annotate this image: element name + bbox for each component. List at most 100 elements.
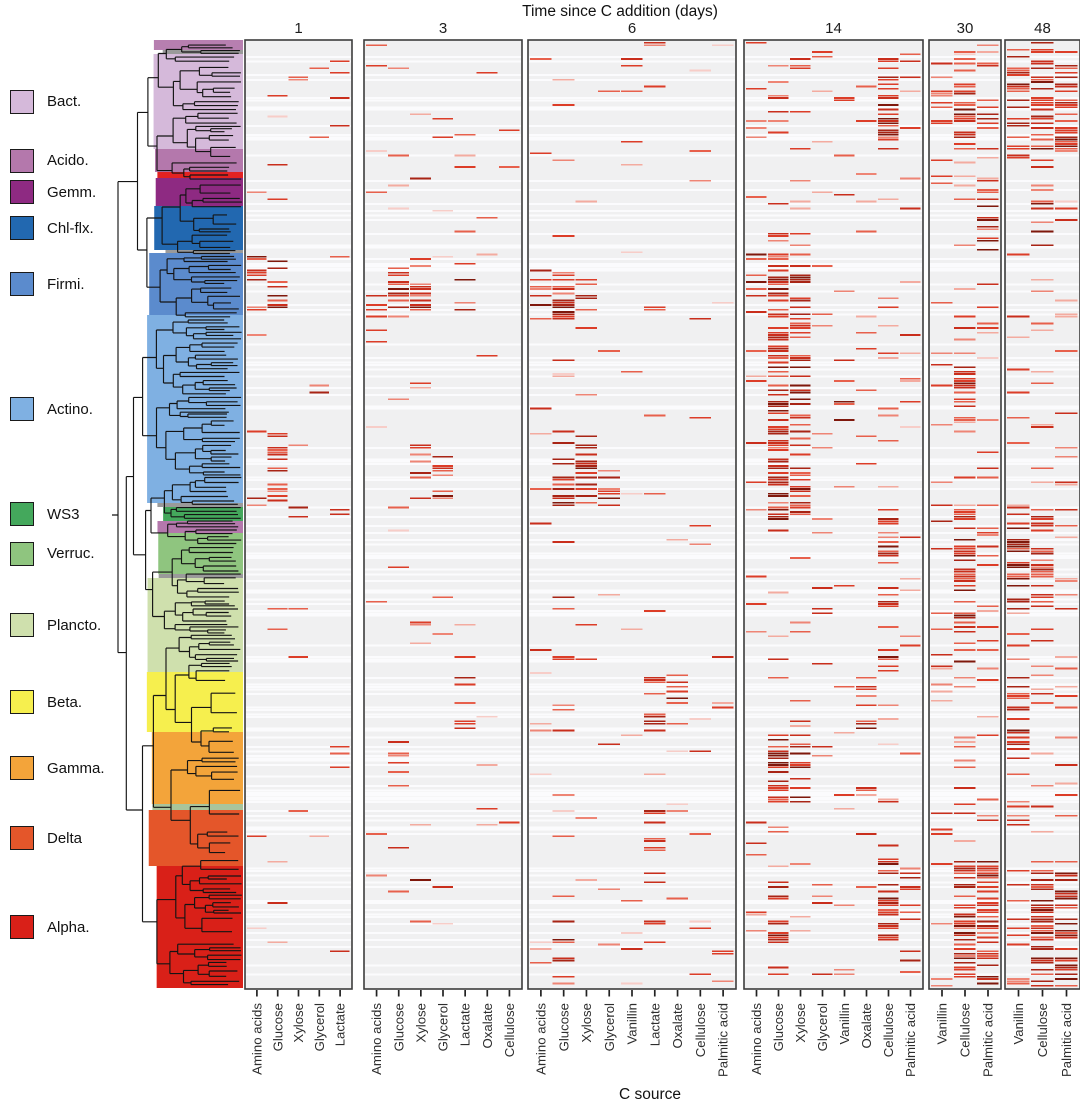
heatmap-mark <box>789 232 811 235</box>
heatmap-mark <box>953 575 976 578</box>
heatmap-mark <box>953 380 976 382</box>
heatmap-mark <box>976 226 999 228</box>
heatmap-mark <box>789 743 811 746</box>
heatmap-mark <box>1006 607 1030 610</box>
heatmap-mark <box>643 729 666 732</box>
heatmap-mark <box>976 147 999 150</box>
panel-border <box>743 39 924 990</box>
heatmap-mark <box>789 745 811 748</box>
heatmap-mark <box>388 529 409 532</box>
heatmap-mark <box>1006 686 1030 688</box>
heatmap-mark <box>1030 127 1054 129</box>
legend-swatch <box>10 397 34 421</box>
heatmap-mark <box>855 794 877 796</box>
heatmap-mark <box>552 313 575 316</box>
heatmap-mark <box>410 177 432 180</box>
heatmap-mark <box>1006 743 1030 746</box>
heatmap-mark <box>1054 607 1078 610</box>
heatmap-mark <box>529 278 552 281</box>
heatmap-mark <box>621 58 643 60</box>
heatmap-mark <box>767 780 789 782</box>
heatmap-mark <box>1030 830 1054 833</box>
heatmap-mark <box>877 626 899 628</box>
heatmap-mark <box>388 890 409 893</box>
heatmap-mark <box>552 941 575 943</box>
heatmap-mark <box>388 847 409 849</box>
legend-label: Gamma. <box>47 759 105 777</box>
heatmap-mark <box>976 117 999 120</box>
heatmap-mark <box>953 552 976 555</box>
heatmap-mark <box>1030 525 1054 527</box>
heatmap-mark <box>666 538 689 541</box>
heatmap-mark <box>789 761 811 764</box>
heatmap-mark <box>976 798 999 801</box>
heatmap-mark <box>953 975 976 978</box>
heatmap-mark <box>789 331 811 334</box>
heatmap-mark <box>877 554 899 557</box>
heatmap-mark <box>1054 219 1078 221</box>
heatmap-mark <box>410 285 432 288</box>
heatmap-mark <box>689 718 711 720</box>
heatmap-mark <box>877 890 899 893</box>
heatmap-mark <box>976 955 999 957</box>
heatmap-mark <box>666 690 689 693</box>
heatmap-mark <box>1054 147 1078 150</box>
heatmap-marks <box>365 44 520 925</box>
heatmap-mark <box>1006 48 1030 51</box>
heatmap-mark <box>811 607 833 610</box>
heatmap-mark <box>976 881 999 884</box>
heatmap-mark <box>410 382 432 385</box>
heatmap-mark <box>529 58 552 60</box>
heatmap-mark <box>877 872 899 874</box>
heatmap-mark <box>976 920 999 923</box>
heatmap-mark <box>976 357 999 359</box>
heatmap-mark <box>1054 350 1078 352</box>
heatmap-mark <box>877 522 899 525</box>
heatmap-mark <box>643 308 666 311</box>
heatmap-mark <box>976 106 999 109</box>
heatmap-mark <box>930 863 953 865</box>
heatmap-mark <box>432 456 454 458</box>
heatmap-mark <box>1030 904 1054 907</box>
heatmap-mark <box>575 465 598 467</box>
heatmap-mark <box>689 416 711 419</box>
heatmap-mark <box>246 274 267 276</box>
heatmap-mark <box>1030 600 1054 603</box>
heatmap-mark <box>877 925 899 927</box>
heatmap-mark <box>432 886 454 888</box>
heatmap-mark <box>643 849 666 851</box>
heatmap-mark <box>833 154 855 157</box>
heatmap-mark <box>745 821 767 824</box>
c-source-label: Vanillin <box>935 1003 950 1045</box>
heatmap-mark <box>976 605 999 608</box>
clade-band-gamma <box>151 732 243 804</box>
heatmap-mark <box>953 548 976 550</box>
heatmap-mark <box>1030 166 1054 168</box>
heatmap-mark <box>976 527 999 529</box>
heatmap-mark <box>575 435 598 437</box>
heatmap-mark <box>953 115 976 118</box>
heatmap-mark <box>330 513 350 516</box>
heatmap-mark <box>953 939 976 941</box>
heatmap-mark <box>976 127 999 129</box>
heatmap-mark <box>789 752 811 755</box>
c-source-label: Oxalate <box>480 1003 495 1048</box>
heatmap-mark <box>767 508 789 511</box>
heatmap-mark <box>454 702 476 704</box>
heatmap-mark <box>976 950 999 953</box>
heatmap-mark <box>930 812 953 815</box>
heatmap-mark <box>1006 117 1030 120</box>
heatmap-mark <box>767 235 789 237</box>
heatmap-mark <box>246 258 267 260</box>
heatmap-mark <box>1006 918 1030 920</box>
heatmap-mark <box>1054 934 1078 937</box>
heatmap-mark <box>767 347 789 350</box>
heatmap-mark <box>529 729 552 732</box>
heatmap-mark <box>643 941 666 943</box>
heatmap-mark <box>833 584 855 587</box>
heatmap-mark <box>1030 88 1054 90</box>
heatmap-mark <box>767 331 789 334</box>
heatmap-mark <box>767 81 789 83</box>
heatmap-mark <box>1006 336 1030 339</box>
heatmap-mark <box>1006 548 1030 550</box>
